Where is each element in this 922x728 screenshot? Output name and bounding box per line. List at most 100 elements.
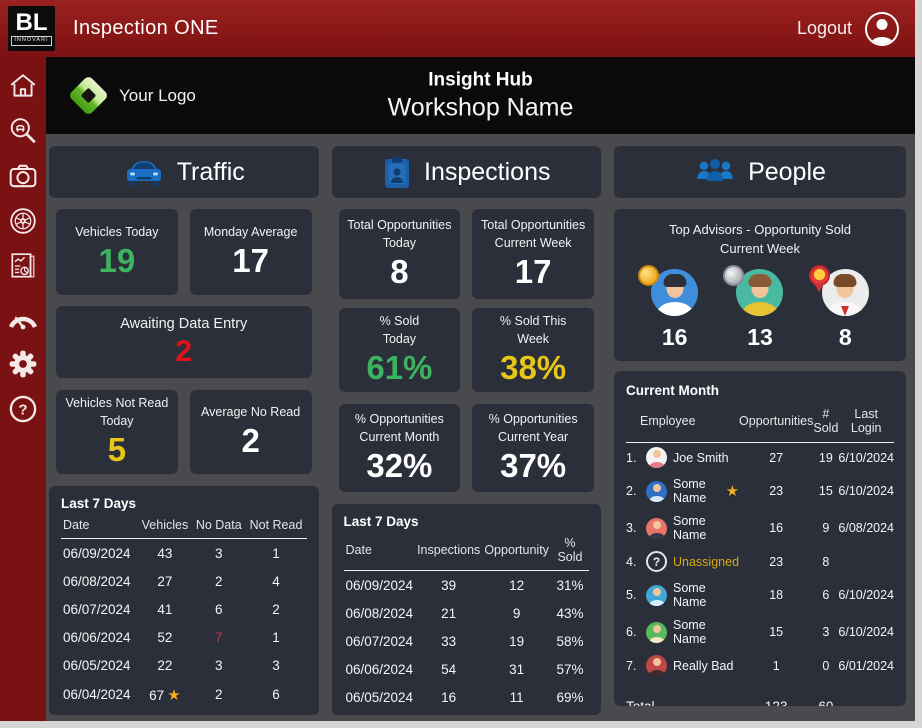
window-edge xyxy=(915,0,922,728)
current-month-table: Employee Opportunities # Sold Last Login 1.… xyxy=(626,402,894,706)
workshop-logo-icon xyxy=(67,74,110,117)
employee-row: 7. Really Bad 1 0 6/01/2024 xyxy=(626,651,894,681)
stat-card-pct-opps-month: % Opportunities Current Month 32% xyxy=(338,404,461,492)
stat-card-pct-sold-today: % Sold Today 61% xyxy=(338,308,461,392)
stat-value: 61% xyxy=(366,349,433,387)
table-row: 06/06/2024 54 31 57% xyxy=(345,661,584,677)
stat-value: 2 xyxy=(241,422,260,460)
top-bar: BL INNOVARI Inspection ONE Logout xyxy=(0,0,915,57)
gauge-icon[interactable] xyxy=(8,303,39,334)
stat-value: 8 xyxy=(390,253,409,291)
column-header: Inspections xyxy=(415,534,483,571)
brand-logo-text: BL xyxy=(15,9,48,37)
advisor-sold-count: 8 xyxy=(838,323,852,350)
column-header: Vehicles xyxy=(137,516,193,539)
table-row: 06/05/2024 16 11 69% xyxy=(345,689,584,705)
home-icon[interactable] xyxy=(8,70,39,101)
employee-avatar xyxy=(646,447,667,469)
star-icon: ★ xyxy=(167,686,181,704)
people-section-title: People xyxy=(748,157,826,186)
advisor-sold-count: 16 xyxy=(661,323,688,350)
column-header: Opportunities xyxy=(739,402,814,443)
traffic-last7days-card: Last 7 Days Date Vehicles No Data Not Read … xyxy=(49,486,319,715)
employee-row: 6. Some Name 15 3 6/10/2024 xyxy=(626,618,894,647)
stat-card-total-opps-today: Total Opportunities Today 8 xyxy=(338,209,461,299)
advisor-avatar xyxy=(736,268,784,316)
employee-avatar xyxy=(646,655,667,677)
employee-avatar xyxy=(646,480,667,502)
column-header: % Sold xyxy=(550,534,589,571)
employee-name: Unassigned xyxy=(673,554,740,569)
employee-row: 4.? Unassigned 23 8 xyxy=(626,547,894,577)
stat-label: Vehicles Today xyxy=(75,224,159,239)
column-header: No Data xyxy=(192,516,246,539)
column-header: Date xyxy=(343,534,416,571)
table-row: 06/09/2024 39 12 31% xyxy=(345,577,584,593)
stat-card-total-opps-week: Total Opportunities Current Week 17 xyxy=(472,209,594,299)
help-icon[interactable]: ? xyxy=(8,393,39,424)
top-advisors-card: Top Advisors - Opportunity Sold Current … xyxy=(614,209,906,361)
table-title: Last 7 Days xyxy=(343,514,419,529)
stat-value: 32% xyxy=(366,447,433,485)
traffic-table: Date Vehicles No Data Not Read 06/09/2024 43… xyxy=(61,516,307,715)
stat-label: Monday Average xyxy=(203,224,298,239)
app-title: Inspection ONE xyxy=(73,17,219,39)
workshop-logo-label: Your Logo xyxy=(119,85,196,105)
stat-card-vehicles-not-read: Vehicles Not Read Today 5 xyxy=(56,390,178,474)
settings-gear-icon[interactable] xyxy=(8,348,39,379)
brand-logo: BL INNOVARI xyxy=(8,6,55,51)
stat-card-monday-average: Monday Average 17 xyxy=(189,209,312,295)
traffic-section-header: Traffic xyxy=(49,146,319,198)
stat-value: 19 xyxy=(98,242,136,280)
stat-value: 37% xyxy=(500,447,567,485)
employee-row: 1. Joe Smith 27 19 6/10/2024 xyxy=(626,442,894,473)
camera-icon[interactable] xyxy=(8,160,39,191)
stat-label: Awaiting Data Entry xyxy=(120,316,248,333)
employee-name: Some Name xyxy=(673,477,707,506)
employee-avatar xyxy=(646,621,667,643)
page-title: Insight Hub xyxy=(428,69,533,90)
star-icon: ★ xyxy=(725,483,740,501)
employee-name: Really Bad xyxy=(673,658,734,673)
stat-label: % Sold Today xyxy=(379,314,420,346)
sidebar-nav: ? xyxy=(0,57,46,721)
stat-card-vehicles-today: Vehicles Today 19 xyxy=(56,209,178,295)
employee-avatar xyxy=(646,517,667,539)
employee-name: Some Name xyxy=(673,581,707,610)
column-header: # Sold xyxy=(813,402,838,443)
wheel-icon[interactable] xyxy=(8,205,39,236)
workshop-header: Your Logo Insight Hub Workshop Name xyxy=(46,57,915,134)
current-month-card: Current Month Employee Opportunities # Sol… xyxy=(614,370,906,706)
user-account-icon[interactable] xyxy=(865,11,899,46)
column-header: Date xyxy=(61,516,138,539)
main-area: Your Logo Insight Hub Workshop Name xyxy=(46,57,915,721)
vehicle-search-icon[interactable] xyxy=(8,115,39,146)
table-row: 06/06/2024 52 7 1 xyxy=(63,629,280,645)
logout-button[interactable]: Logout xyxy=(796,18,852,38)
stat-label: Total Opportunities Current Week xyxy=(481,218,586,250)
inspections-section-title: Inspections xyxy=(424,157,551,186)
column-header: Last Login xyxy=(838,402,894,443)
stat-label: % Sold This Week xyxy=(499,314,567,346)
top-advisor: 13 xyxy=(723,264,795,351)
svg-text:?: ? xyxy=(18,401,27,418)
gold-medal-icon xyxy=(638,264,660,286)
stat-label: Vehicles Not Read Today xyxy=(65,396,169,428)
inspections-section-header: Inspections xyxy=(331,146,601,198)
stat-value: 2 xyxy=(175,335,193,369)
stat-value: 17 xyxy=(514,253,552,291)
table-row: 06/05/20245306 xyxy=(61,710,307,715)
clipboard-icon xyxy=(385,156,410,188)
column-header: Employee xyxy=(626,402,740,443)
inspections-table: Date Inspections Opportunity% Sold 06/09/2… xyxy=(343,534,590,715)
inspections-last7days-card: Last 7 Days Date Inspections Opportunity% … xyxy=(331,504,601,715)
report-icon[interactable] xyxy=(8,250,39,281)
employee-row: 3. Some Name 16 9 6/08/2024 xyxy=(626,514,894,543)
total-row: Total12360 xyxy=(626,681,894,706)
rosette-medal-icon xyxy=(808,264,830,292)
brand-logo-subtext: INNOVARI xyxy=(11,36,52,46)
employee-row: 2. Some Name ★ 23 15 6/10/2024 xyxy=(626,477,894,506)
people-icon xyxy=(697,159,734,181)
table-row: 06/04/20245940★68% xyxy=(344,711,590,715)
